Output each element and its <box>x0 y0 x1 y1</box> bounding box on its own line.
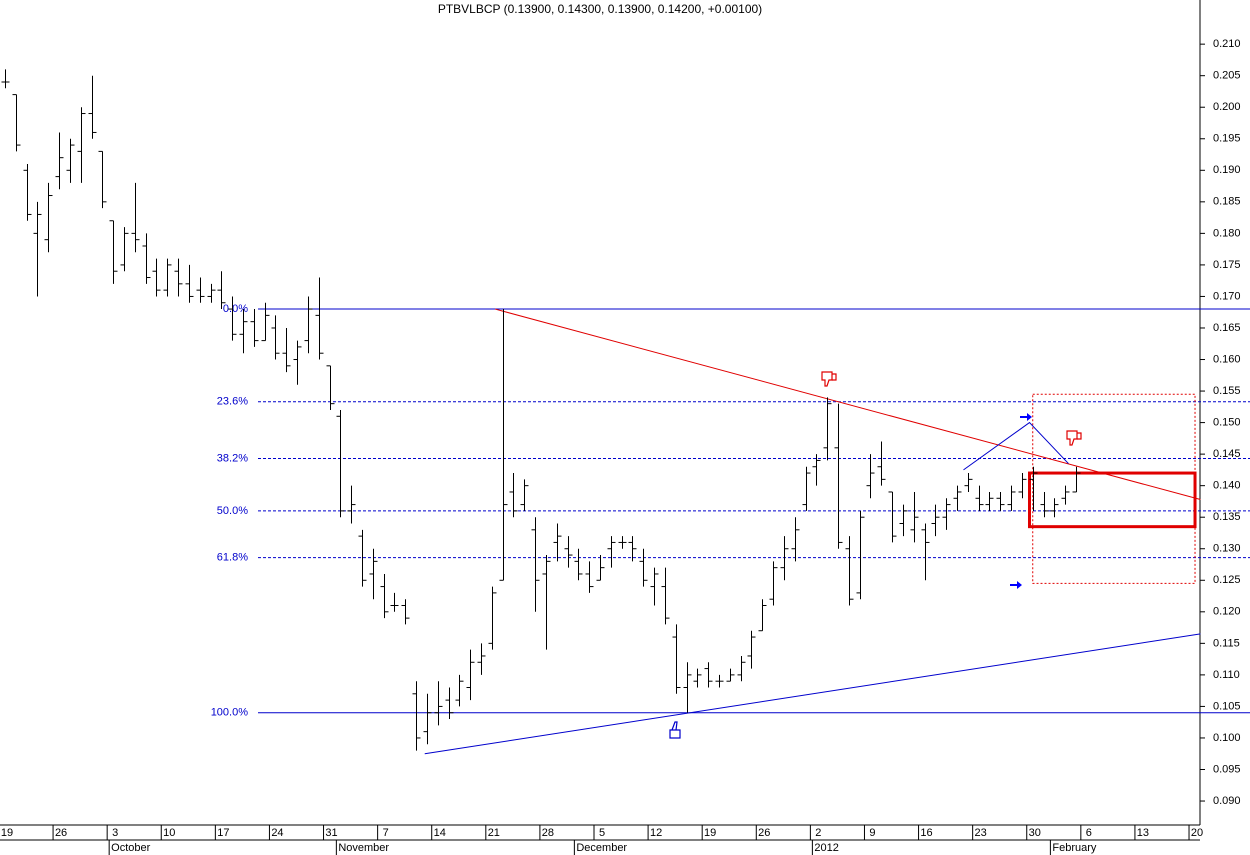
x-tick-label: 12 <box>650 827 662 839</box>
x-tick-label: 28 <box>542 827 554 839</box>
trendline <box>963 421 1069 471</box>
fib-level-label: 38.2% <box>217 452 248 464</box>
y-tick-label: 0.115 <box>1213 637 1240 649</box>
thumb-down-icon <box>1066 430 1082 446</box>
month-label: December <box>576 842 627 854</box>
x-tick-label: 16 <box>920 827 932 839</box>
y-tick-label: 0.160 <box>1213 353 1241 365</box>
x-tick-label: 10 <box>163 827 175 839</box>
x-tick-label: 5 <box>599 827 605 839</box>
x-tick-label: 3 <box>112 827 118 839</box>
x-tick-label: 17 <box>217 827 229 839</box>
month-label: 2012 <box>814 842 838 854</box>
x-tick-label: 19 <box>704 827 716 839</box>
y-tick-label: 0.165 <box>1213 322 1241 334</box>
fib-level-label: 23.6% <box>217 396 248 408</box>
trendline <box>494 308 1201 501</box>
y-tick-label: 0.110 <box>1213 669 1240 681</box>
x-tick-label: 14 <box>434 827 446 839</box>
y-tick-label: 0.100 <box>1213 732 1241 744</box>
x-tick-label: 26 <box>55 827 67 839</box>
x-tick-label: 7 <box>383 827 389 839</box>
x-tick-label: 23 <box>975 827 987 839</box>
y-tick-label: 0.185 <box>1213 196 1241 208</box>
y-tick-label: 0.090 <box>1213 795 1241 807</box>
y-tick-label: 0.190 <box>1213 164 1241 176</box>
y-tick-label: 0.135 <box>1213 511 1241 523</box>
y-tick-label: 0.125 <box>1213 574 1241 586</box>
y-tick-label: 0.105 <box>1213 700 1241 712</box>
y-tick-label: 0.150 <box>1213 416 1241 428</box>
x-tick-label: 2 <box>815 827 821 839</box>
x-tick-label: 20 <box>1191 827 1203 839</box>
y-tick-label: 0.180 <box>1213 227 1241 239</box>
x-tick-label: 26 <box>758 827 770 839</box>
y-tick-label: 0.140 <box>1213 480 1241 492</box>
thumb-up-icon <box>669 721 681 739</box>
month-label: October <box>111 842 150 854</box>
arrow-icon <box>1020 413 1032 421</box>
y-tick-label: 0.145 <box>1213 448 1241 460</box>
chart-title: PTBVLBCP (0.13900, 0.14300, 0.13900, 0.1… <box>438 2 762 16</box>
x-tick-label: 9 <box>869 827 875 839</box>
month-label: February <box>1052 842 1097 854</box>
zone-box <box>1027 471 1197 529</box>
y-tick-label: 0.210 <box>1213 38 1241 50</box>
y-tick-label: 0.120 <box>1213 606 1241 618</box>
x-tick-label: 31 <box>325 827 337 839</box>
thumb-down-icon <box>821 371 837 387</box>
fib-level-label: 50.0% <box>217 505 248 517</box>
x-tick-label: 19 <box>1 827 13 839</box>
x-tick-label: 21 <box>488 827 500 839</box>
y-tick-label: 0.095 <box>1213 763 1241 775</box>
fib-level-label: 61.8% <box>217 551 248 563</box>
y-tick-label: 0.170 <box>1213 290 1241 302</box>
trendline <box>424 633 1201 755</box>
x-tick-label: 13 <box>1137 827 1149 839</box>
y-tick-label: 0.195 <box>1213 133 1241 145</box>
arrow-icon <box>1010 581 1022 589</box>
y-tick-label: 0.155 <box>1213 385 1241 397</box>
y-tick-label: 0.175 <box>1213 259 1241 271</box>
x-tick-label: 30 <box>1029 827 1041 839</box>
y-tick-label: 0.200 <box>1213 101 1241 113</box>
x-tick-label: 24 <box>271 827 283 839</box>
y-tick-label: 0.205 <box>1213 70 1241 82</box>
x-tick-label: 6 <box>1086 827 1092 839</box>
fib-level-label: 0.0% <box>223 303 248 315</box>
y-tick-label: 0.130 <box>1213 543 1241 555</box>
month-label: November <box>338 842 389 854</box>
fib-level-label: 100.0% <box>211 707 249 719</box>
